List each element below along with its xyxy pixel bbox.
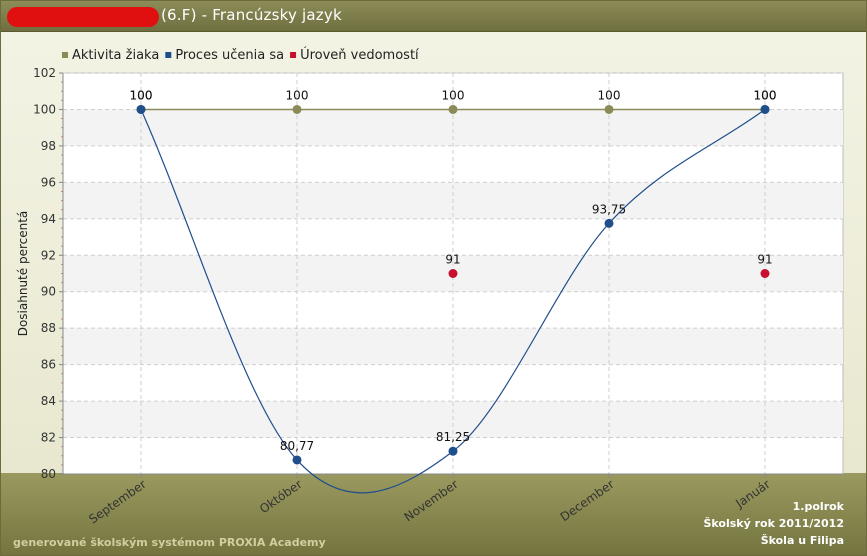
- data-label: 100: [754, 88, 777, 102]
- x-tick-label: Január: [732, 477, 772, 511]
- data-point: [448, 269, 458, 278]
- x-tick-label: December: [558, 477, 617, 524]
- legend-swatch: [165, 52, 172, 58]
- x-tick-label: November: [402, 477, 461, 524]
- data-label: 91: [445, 253, 460, 267]
- data-label: 80,77: [280, 439, 314, 453]
- data-label: 81,25: [436, 430, 470, 444]
- data-label: 100: [754, 88, 777, 102]
- data-label: 91: [757, 253, 772, 267]
- y-tick-label: 100: [33, 102, 56, 116]
- y-tick-label: 82: [41, 431, 56, 445]
- data-point: [604, 218, 614, 228]
- data-label: 100: [130, 88, 153, 102]
- y-tick-label: 80: [41, 467, 56, 481]
- legend-label: Proces učenia sa: [175, 48, 284, 63]
- legend-label: Úroveň vedomostí: [300, 47, 419, 63]
- y-tick-label: 88: [41, 321, 56, 335]
- data-point: [760, 104, 770, 114]
- y-tick-label: 92: [41, 248, 56, 262]
- x-tick-label: Október: [257, 477, 305, 516]
- data-label: 93,75: [592, 202, 626, 216]
- legend-swatch: [62, 52, 68, 58]
- y-tick-label: 102: [33, 66, 56, 80]
- y-tick-label: 96: [41, 175, 56, 189]
- redacted-student-name: [7, 7, 159, 27]
- footer-info: 1.polrok Školský rok 2011/2012 Škola u F…: [703, 498, 844, 549]
- page-title: (6.F) - Francúzsky jazyk: [161, 6, 342, 24]
- y-tick-label: 86: [41, 358, 56, 372]
- data-point: [604, 104, 614, 114]
- legend-label: Aktivita žiaka: [72, 48, 159, 63]
- school-year-label: Školský rok 2011/2012: [703, 517, 844, 530]
- data-label: 100: [598, 88, 621, 102]
- data-point: [448, 446, 458, 456]
- series-line-proces: [140, 108, 766, 494]
- term-label: 1.polrok: [792, 500, 844, 513]
- data-point: [760, 269, 770, 278]
- y-tick-label: 84: [41, 394, 56, 408]
- data-point: [292, 455, 302, 465]
- x-tick-label: September: [86, 477, 148, 527]
- y-tick-label: 98: [41, 139, 56, 153]
- school-name-label: Škola u Filipa: [760, 534, 844, 547]
- data-point: [448, 104, 458, 114]
- y-axis-title: Dosiahnuté percentá: [16, 211, 30, 337]
- y-tick-label: 94: [41, 212, 56, 226]
- data-label: 100: [130, 88, 153, 102]
- data-point: [292, 104, 302, 114]
- legend-swatch: [290, 52, 297, 58]
- data-point: [136, 104, 146, 114]
- y-tick-label: 90: [41, 285, 56, 299]
- data-label: 100: [442, 88, 465, 102]
- data-label: 100: [286, 88, 309, 102]
- footer-bar: generované školským systémom PROXIA Acad…: [1, 473, 866, 555]
- title-bar: (6.F) - Francúzsky jazyk: [1, 1, 866, 32]
- grid-band: [63, 109, 843, 146]
- generator-credit: generované školským systémom PROXIA Acad…: [13, 536, 326, 549]
